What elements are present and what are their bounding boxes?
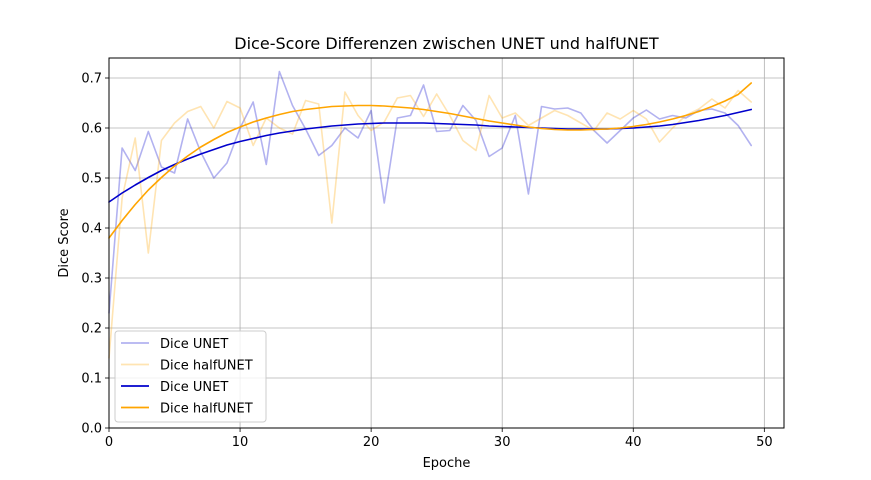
legend-box xyxy=(114,330,267,423)
y-tick-label: 0.5 xyxy=(81,172,102,187)
x-tick-label: 40 xyxy=(625,435,642,450)
legend-label: Dice UNET xyxy=(160,337,228,352)
series-line-0 xyxy=(108,70,753,314)
legend-label: Dice halfUNET xyxy=(160,359,253,374)
chart-title: Dice-Score Differenzen zwischen UNET und… xyxy=(234,34,659,53)
x-tick-label: 50 xyxy=(756,435,773,450)
x-tick-label: 30 xyxy=(494,435,511,450)
y-tick-label: 0.3 xyxy=(81,272,102,287)
y-tick-label: 0.7 xyxy=(81,72,102,87)
x-axis-label: Epoche xyxy=(423,456,471,471)
y-axis-label: Dice Score xyxy=(57,208,72,277)
x-tick-label: 0 xyxy=(105,435,113,450)
x-tick-label: 10 xyxy=(232,435,249,450)
y-tick-label: 0.0 xyxy=(81,422,102,437)
x-tick-label: 20 xyxy=(363,435,380,450)
y-tick-label: 0.6 xyxy=(81,122,102,137)
legend-label: Dice UNET xyxy=(160,380,228,395)
series-line-2 xyxy=(108,108,753,203)
series-line-3 xyxy=(108,82,753,239)
y-tick-label: 0.2 xyxy=(81,322,102,337)
y-tick-label: 0.1 xyxy=(81,372,102,387)
y-tick-label: 0.4 xyxy=(81,222,102,237)
series-layer xyxy=(108,70,753,359)
legend-label: Dice halfUNET xyxy=(160,402,253,417)
series-line-1 xyxy=(108,89,753,359)
legend: Dice UNET Dice halfUNET Dice UNET Dice half… xyxy=(114,330,267,423)
plot-frame xyxy=(108,57,785,429)
axes: 0 10 20 30 40 50 0.0 0.1 0.2 0.3 0.4 0.5 0.6 0.7 xyxy=(81,72,772,451)
